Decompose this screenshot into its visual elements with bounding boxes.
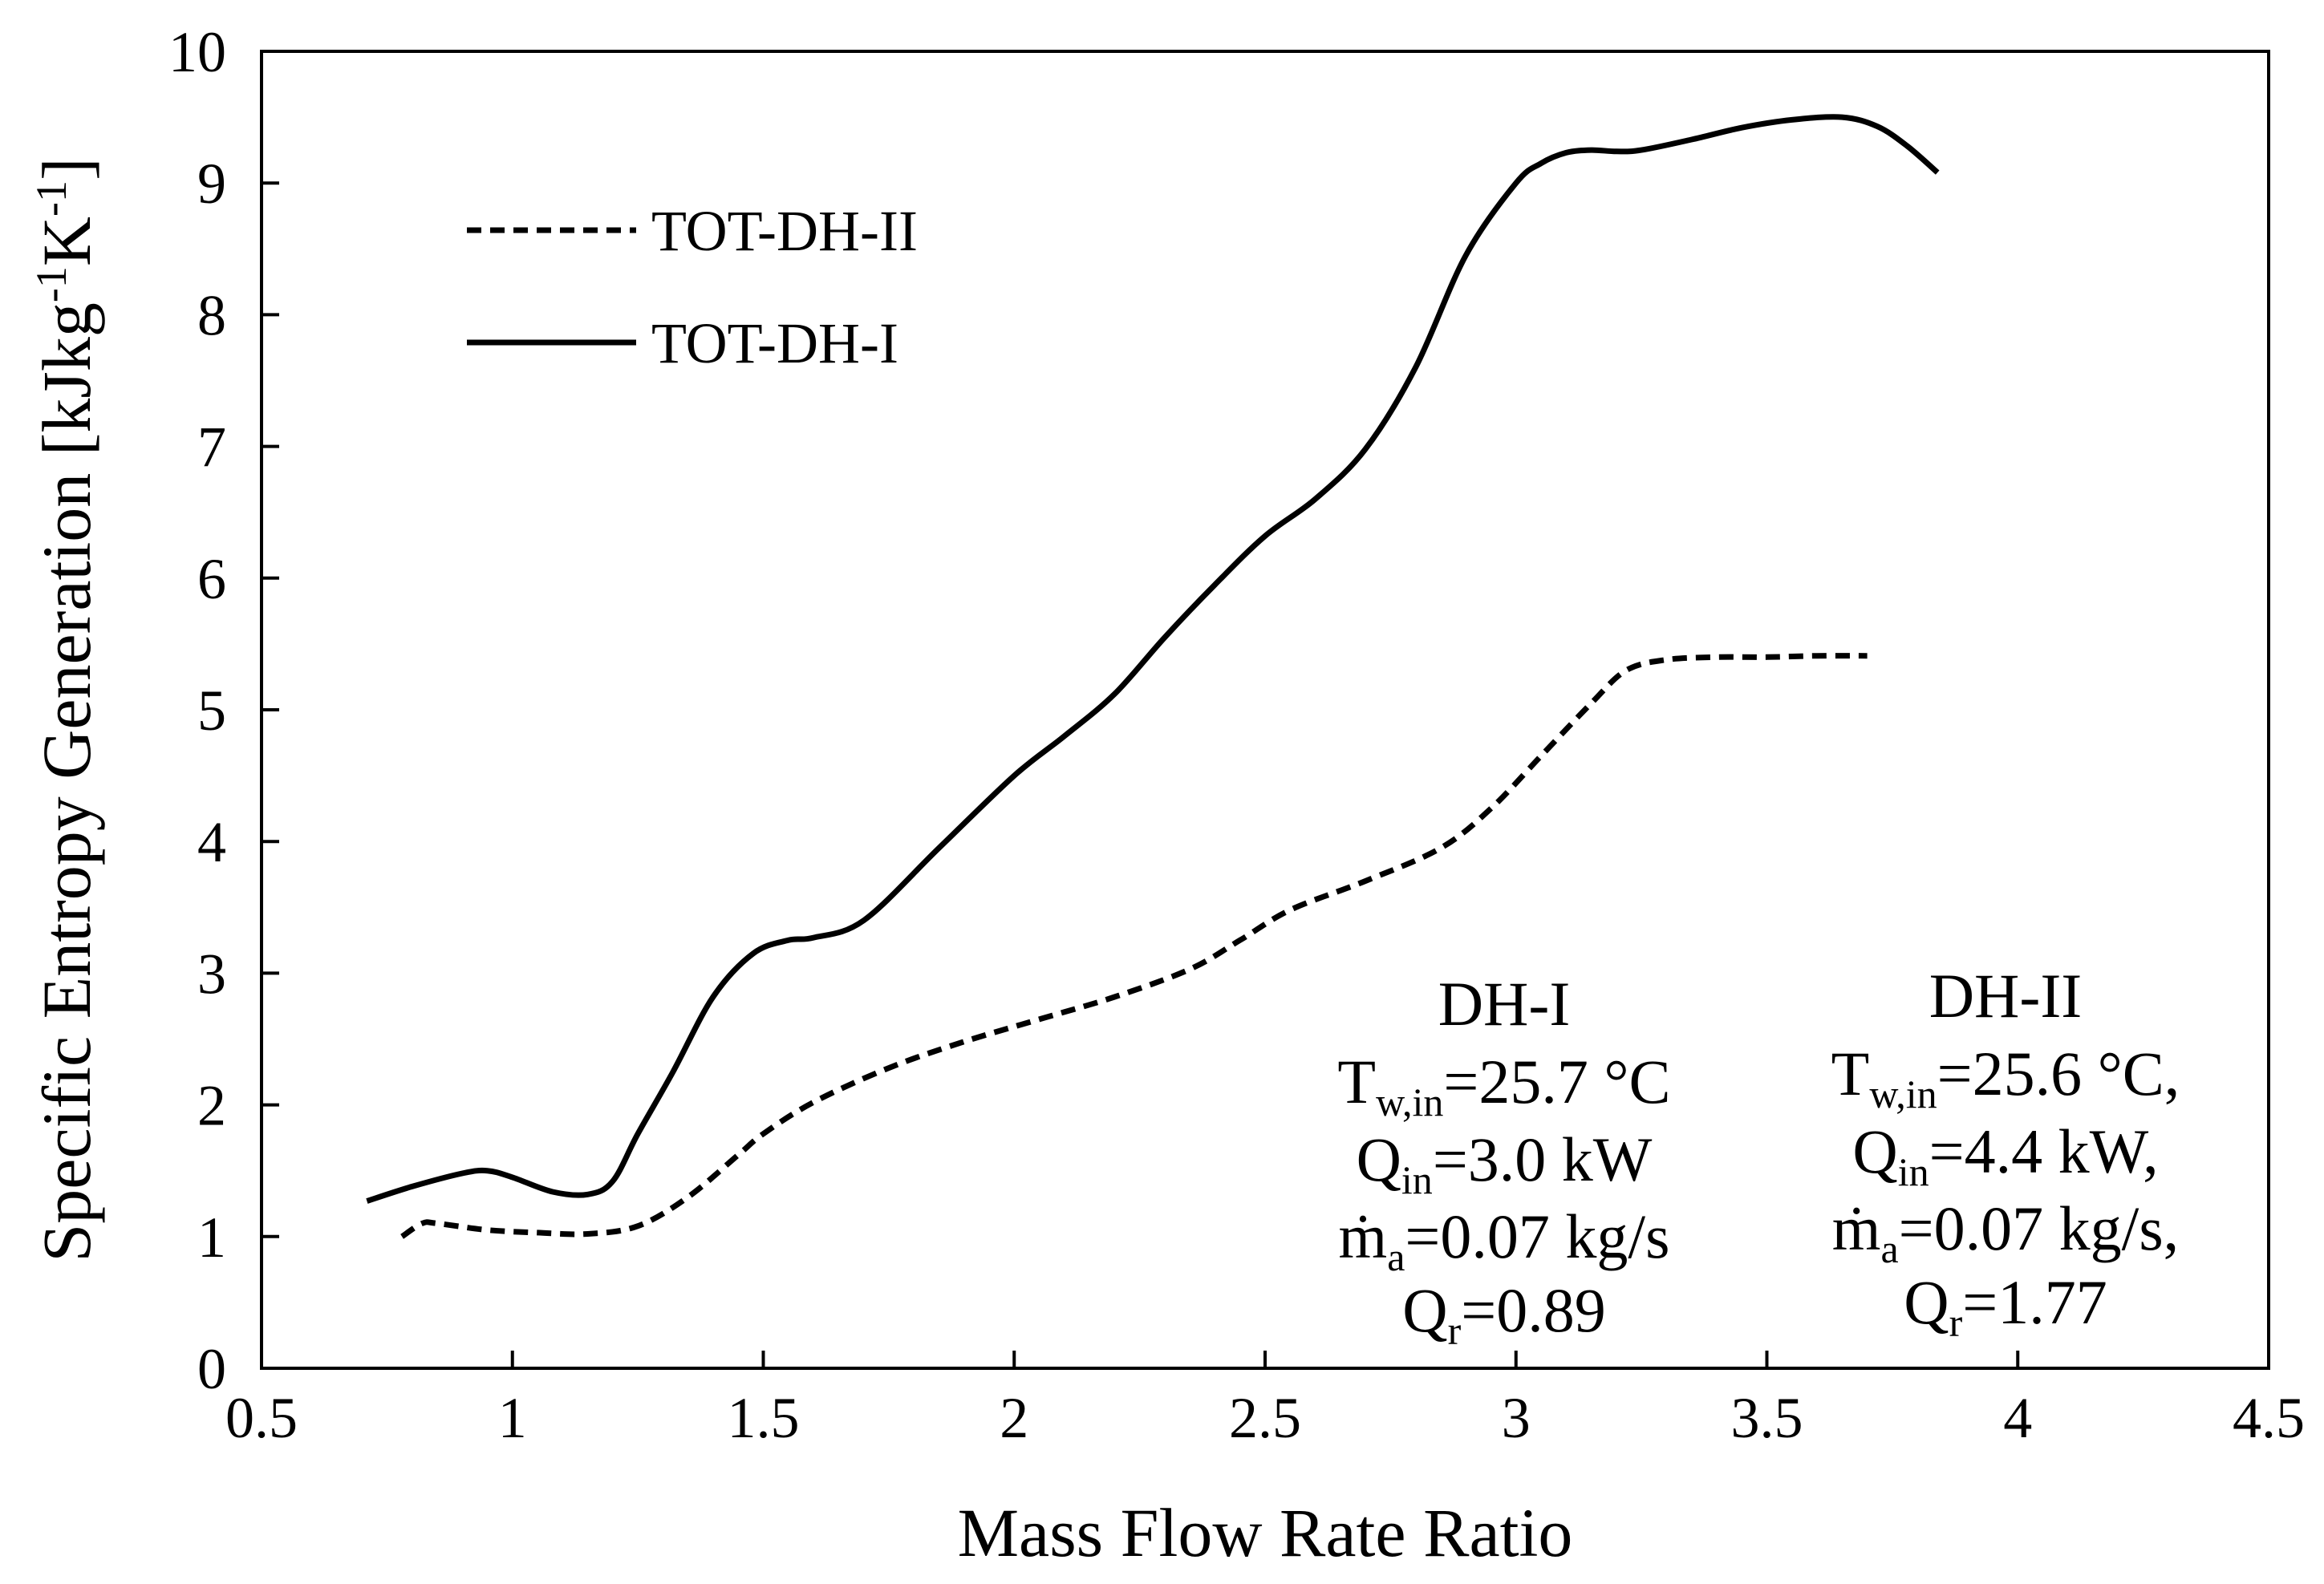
x-tick-label: 4 (2003, 1386, 2032, 1450)
annotation-dh-ii-line2-b: =4.4 kW, (1929, 1116, 2159, 1186)
annotation-dh-ii-line1-a: T (1831, 1039, 1870, 1108)
annotation-dh-ii-line4-a: Q (1904, 1267, 1949, 1337)
y-axis-title-sup2: -1 (27, 180, 75, 217)
annotation-dh-i-line2: Qin=3.0 kW (1357, 1124, 1653, 1202)
x-tick-label: 1.5 (728, 1386, 800, 1450)
x-axis: 0.5 1 1.5 2 2.5 3 3.5 4 4.5 (225, 1351, 2305, 1450)
series-line-tot-dh-i (366, 114, 1940, 1204)
x-tick-label: 2.5 (1229, 1386, 1301, 1450)
annotation-dh-i-line3-b: =0.07 kg/s (1405, 1201, 1669, 1271)
y-tick-label: 4 (197, 810, 226, 874)
y-tick-label: 0 (197, 1337, 226, 1401)
x-tick-label: 1 (498, 1386, 527, 1450)
annotation-dh-ii-line3: ṁa=0.07 kg/s, (1832, 1193, 2179, 1271)
y-tick-label: 10 (168, 20, 226, 84)
annotation-dh-i-line2-sub: in (1401, 1157, 1433, 1202)
series-layer (366, 114, 1940, 1239)
annotation-dh-i-line2-b: =3.0 kW (1433, 1124, 1653, 1194)
x-axis-title: Mass Flow Rate Ratio (958, 1494, 1573, 1571)
annotation-dh-i-line4: Qr=0.89 (1402, 1275, 1606, 1353)
y-tick-label: 1 (197, 1205, 226, 1270)
y-axis-title: Specific Entropy Generation [kJkg-1K-1] (27, 157, 105, 1262)
y-tick-label: 7 (197, 415, 226, 480)
x-tick-label: 2 (1000, 1386, 1028, 1450)
y-axis-title-main: Specific Entropy Generation [kJkg (28, 302, 105, 1262)
y-axis-title-mid: K (28, 217, 105, 266)
annotation-dh-i-line4-b: =0.89 (1461, 1275, 1606, 1345)
y-tick-label: 9 (197, 152, 226, 216)
annotation-dh-i-line4-a: Q (1402, 1275, 1447, 1345)
annotation-dh-i-line1-b: =25.7 °C (1443, 1047, 1670, 1116)
annotation-dh-i-line4-sub: r (1448, 1308, 1462, 1353)
legend-label-tot-dh-ii: TOT-DH-II (651, 199, 918, 263)
annotation-dh-ii-line1-b: =25.6 °C, (1937, 1039, 2180, 1108)
y-axis-title-end: ] (28, 157, 105, 180)
y-tick-label: 2 (197, 1074, 226, 1138)
annotation-dh-ii-line1: Tw,in=25.6 °C, (1831, 1039, 2180, 1116)
annotation-dh-i-line1-sub: w,in (1376, 1080, 1443, 1124)
annotation-dh-i-title: DH-I (1438, 969, 1571, 1039)
annotation-dh-ii-line2: Qin=4.4 kW, (1852, 1116, 2158, 1194)
annotation-dh-i-line3-sub: a (1387, 1234, 1405, 1279)
annotation-dh-i-line2-a: Q (1357, 1124, 1401, 1194)
annotation-dh-i-line3-a: ṁ (1339, 1201, 1388, 1271)
x-tick-label: 3 (1502, 1386, 1531, 1450)
y-tick-label: 5 (197, 679, 226, 743)
y-axis-title-sup1: -1 (27, 266, 75, 302)
annotation-dh-ii-line3-sub: a (1880, 1226, 1898, 1271)
annotation-dh-ii: DH-II Tw,in=25.6 °C, Qin=4.4 kW, ṁa=0.07… (1831, 961, 2180, 1345)
annotation-dh-ii-line2-a: Q (1852, 1116, 1897, 1186)
y-axis: 0 1 2 3 4 5 6 7 8 9 10 (168, 20, 279, 1401)
legend-label-tot-dh-i: TOT-DH-I (651, 311, 898, 375)
y-tick-label: 3 (197, 942, 226, 1006)
legend: TOT-DH-II TOT-DH-I (467, 199, 918, 375)
annotation-dh-i: DH-I Tw,in=25.7 °C Qin=3.0 kW ṁa=0.07 kg… (1337, 969, 1670, 1353)
annotation-dh-ii-title: DH-II (1929, 961, 2083, 1031)
y-tick-label: 6 (197, 547, 226, 611)
annotation-dh-i-line1-a: T (1337, 1047, 1376, 1116)
annotation-dh-ii-line3-a: ṁ (1832, 1193, 1881, 1263)
annotation-dh-ii-line4-sub: r (1949, 1300, 1963, 1345)
annotation-dh-i-line1: Tw,in=25.7 °C (1337, 1047, 1670, 1124)
annotation-dh-i-line3: ṁa=0.07 kg/s (1339, 1201, 1670, 1279)
x-tick-label: 4.5 (2233, 1386, 2305, 1450)
annotation-dh-ii-line1-sub: w,in (1869, 1072, 1937, 1116)
annotation-dh-ii-line2-sub: in (1898, 1149, 1929, 1194)
annotation-dh-ii-line4: Qr=1.77 (1904, 1267, 2107, 1345)
annotation-dh-ii-line3-b: =0.07 kg/s, (1899, 1193, 2180, 1263)
series-line-tot-dh-ii (400, 653, 1868, 1239)
y-tick-label: 8 (197, 283, 226, 347)
annotation-dh-ii-line4-b: =1.77 (1962, 1267, 2107, 1337)
x-tick-label: 3.5 (1731, 1386, 1803, 1450)
x-tick-label: 0.5 (225, 1386, 298, 1450)
